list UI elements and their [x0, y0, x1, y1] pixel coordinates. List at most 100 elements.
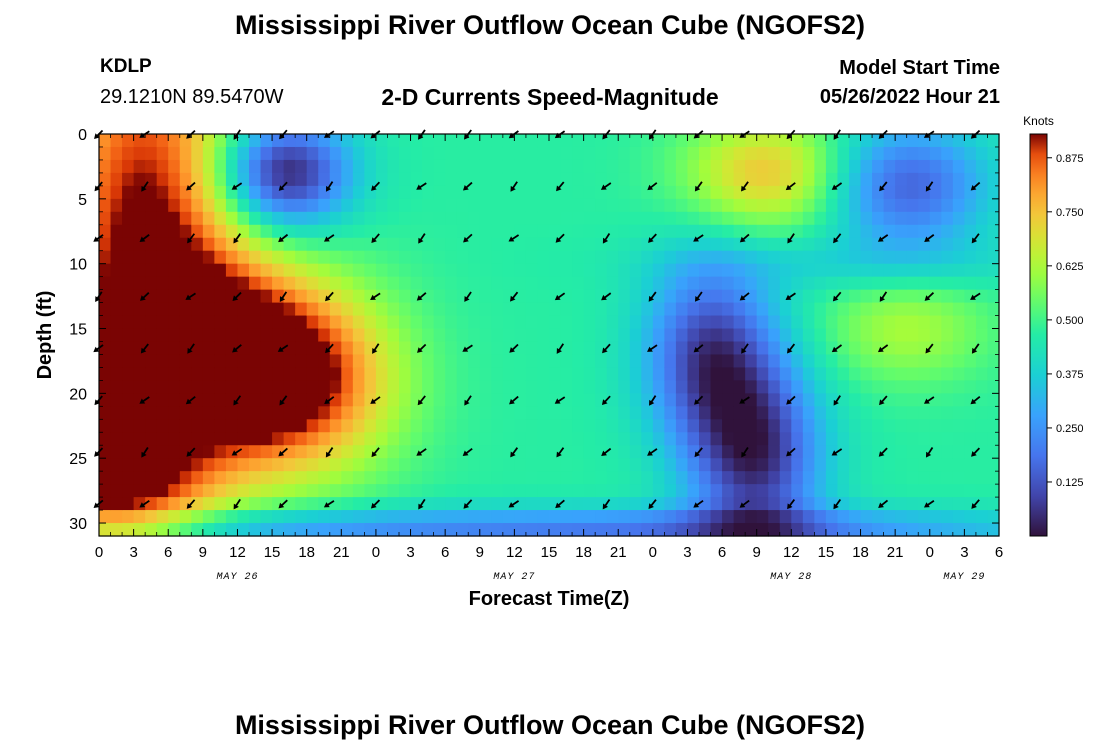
heatmap-cell	[179, 263, 192, 278]
heatmap-cell	[168, 341, 181, 356]
heatmap-cell	[191, 367, 204, 381]
heatmap-cell	[537, 224, 550, 239]
heatmap-cell	[549, 172, 562, 187]
date-label: MAY 29	[943, 572, 985, 583]
heatmap-cell	[168, 380, 181, 394]
heatmap-cell	[964, 406, 977, 420]
heatmap-cell	[329, 198, 342, 213]
heatmap-cell	[99, 276, 112, 291]
heatmap-cell	[479, 458, 492, 472]
heatmap-cell	[225, 198, 239, 213]
heatmap-cell	[145, 198, 158, 213]
heatmap-cell	[929, 432, 942, 446]
heatmap-cell	[860, 367, 873, 381]
heatmap-cell	[768, 497, 781, 511]
heatmap-cell	[133, 380, 146, 394]
heatmap-cell	[664, 471, 677, 485]
heatmap-cell	[479, 328, 492, 343]
heatmap-cell	[745, 419, 758, 433]
heatmap-cell	[964, 263, 977, 278]
heatmap-cell	[318, 211, 331, 226]
heatmap-cell	[779, 159, 792, 174]
heatmap-cell	[595, 432, 608, 446]
heatmap-cell	[722, 432, 735, 446]
heatmap-cell	[375, 510, 389, 524]
heatmap-cell	[249, 198, 262, 213]
heatmap-cell	[491, 328, 504, 343]
heatmap-cell	[710, 250, 723, 265]
heatmap-cell	[295, 198, 308, 213]
heatmap-cell	[768, 315, 781, 330]
heatmap-cell	[906, 302, 919, 317]
heatmap-cell	[699, 354, 712, 369]
heatmap-cell	[99, 393, 112, 407]
heatmap-cell	[537, 445, 550, 459]
heatmap-cell	[156, 432, 169, 446]
heatmap-cell	[537, 471, 550, 485]
current-arrow	[785, 182, 796, 191]
heatmap-cell	[329, 211, 342, 226]
heatmap-cell	[445, 198, 458, 213]
heatmap-cell	[237, 263, 250, 278]
heatmap-cell	[860, 523, 873, 537]
heatmap-cell	[387, 185, 400, 200]
heatmap-cell	[883, 510, 896, 524]
heatmap-cell	[745, 134, 758, 148]
heatmap-cell	[514, 367, 527, 381]
heatmap-cell	[687, 198, 700, 213]
heatmap-cell	[675, 289, 689, 304]
heatmap-cell	[595, 250, 608, 265]
current-arrow	[371, 181, 381, 191]
heatmap-cell	[375, 211, 389, 226]
heatmap-cell	[283, 315, 296, 330]
heatmap-cell	[618, 302, 631, 317]
heatmap-cell	[768, 354, 781, 369]
heatmap-cell	[364, 172, 377, 187]
heatmap-cell	[249, 432, 262, 446]
heatmap-cell	[214, 328, 227, 343]
heatmap-cell	[733, 315, 746, 330]
heatmap-cell	[237, 484, 250, 498]
heatmap-cell	[422, 445, 435, 459]
heatmap-cell	[606, 263, 619, 278]
heatmap-cell	[791, 497, 804, 511]
heatmap-cell	[837, 302, 850, 317]
heatmap-cell	[110, 523, 123, 537]
heatmap-cell	[699, 159, 712, 174]
heatmap-cell	[710, 172, 723, 187]
heatmap-cell	[583, 458, 596, 472]
current-arrow	[694, 291, 703, 302]
heatmap-cell	[456, 198, 469, 213]
heatmap-cell	[410, 484, 423, 498]
current-arrow	[231, 182, 243, 190]
heatmap-cell	[560, 211, 573, 226]
heatmap-cell	[410, 198, 423, 213]
heatmap-cell	[733, 146, 746, 161]
current-arrow	[741, 447, 749, 458]
heatmap-cell	[479, 172, 492, 187]
heatmap-cell	[860, 419, 873, 433]
heatmap-cell	[849, 224, 862, 239]
heatmap-cell	[122, 419, 135, 433]
heatmap-cell	[549, 523, 562, 537]
heatmap-cell	[560, 263, 573, 278]
heatmap-cell	[445, 276, 458, 291]
heatmap-cell	[479, 250, 492, 265]
heatmap-cell	[699, 250, 712, 265]
heatmap-cell	[249, 315, 262, 330]
heatmap-cell	[110, 341, 123, 356]
heatmap-cell	[399, 146, 412, 161]
heatmap-cell	[745, 471, 758, 485]
heatmap-cell	[225, 159, 239, 174]
heatmap-cell	[468, 354, 481, 369]
heatmap-cell	[283, 341, 296, 356]
heatmap-cell	[606, 458, 619, 472]
heatmap-cell	[572, 367, 585, 381]
heatmap-cell	[110, 302, 123, 317]
heatmap-cell	[572, 159, 585, 174]
current-arrow	[232, 344, 242, 353]
heatmap-cell	[768, 419, 781, 433]
heatmap-cell	[987, 276, 1000, 291]
current-arrow	[417, 343, 427, 353]
